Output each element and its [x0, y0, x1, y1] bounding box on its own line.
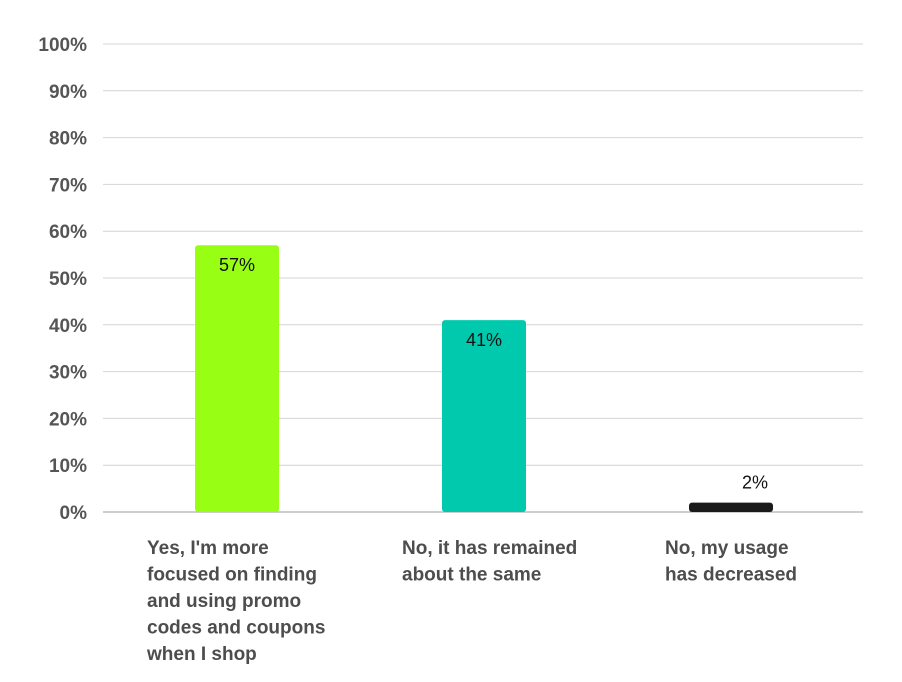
category-label-1-line-2: focused on finding: [147, 565, 317, 586]
category-labels: Yes, I'm more focused on finding and using…: [146, 538, 797, 665]
y-tick-label-30: 30%: [49, 363, 87, 384]
category-label-2-line-2: about the same: [402, 565, 541, 586]
data-label-3: 2%: [742, 473, 768, 493]
category-label-2-line-1: No, it has remained: [402, 538, 577, 559]
y-tick-label-60: 60%: [49, 222, 87, 243]
bar-3: [689, 502, 773, 512]
category-label-3-line-1: No, my usage: [665, 538, 789, 559]
y-tick-label-0: 0%: [60, 503, 88, 524]
category-label-1-line-1: Yes, I'm more: [147, 538, 269, 559]
y-tick-label-80: 80%: [49, 129, 87, 150]
category-label-1-line-4: codes and coupons: [147, 618, 325, 639]
y-tick-label-10: 10%: [49, 456, 87, 477]
category-label-3-line-2: has decreased: [665, 565, 797, 586]
data-label-1: 57%: [219, 255, 255, 275]
data-label-2: 41%: [466, 330, 502, 350]
category-label-1-line-5: when I shop: [146, 644, 257, 665]
y-tick-label-90: 90%: [49, 82, 87, 103]
bars: [195, 245, 773, 513]
y-tick-label-50: 50%: [49, 269, 87, 290]
y-tick-label-20: 20%: [49, 409, 87, 430]
y-tick-label-40: 40%: [49, 316, 87, 337]
category-label-1-line-3: and using promo: [147, 591, 301, 612]
data-labels: 57% 41% 2%: [219, 255, 768, 492]
y-tick-label-100: 100%: [38, 35, 87, 56]
bar-2: [442, 320, 526, 512]
bar-1: [195, 245, 279, 513]
y-tick-label-70: 70%: [49, 175, 87, 196]
y-axis-tick-labels: 0% 10% 20% 30% 40% 50% 60% 70% 80% 90% 100%: [38, 35, 87, 524]
